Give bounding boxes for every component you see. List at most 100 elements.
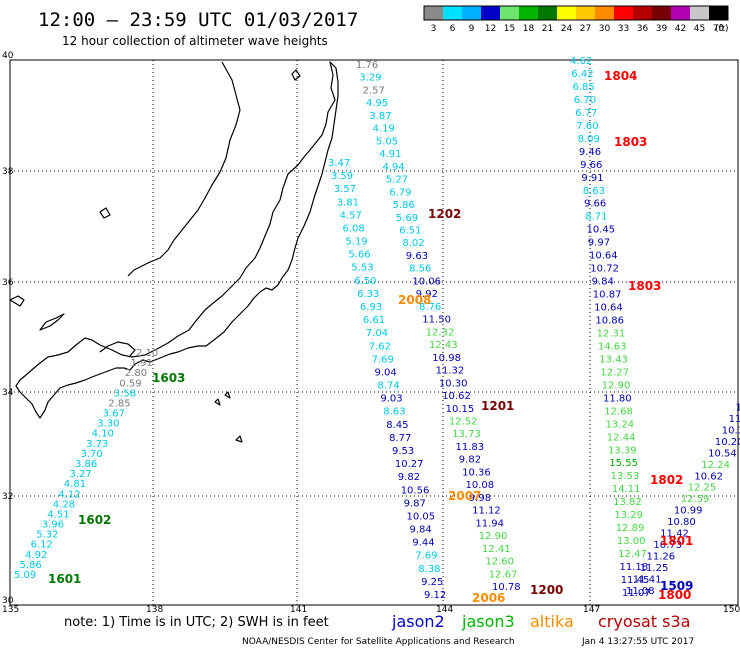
wave-height-value: 11.08 [626,586,655,597]
pass-time-label: 1800 [658,588,691,602]
wave-height-value: 8.38 [418,564,440,575]
map-subtitle: 12 hour collection of altimeter wave hei… [62,34,328,48]
wave-height-value: 8.71 [585,212,607,223]
wave-height-value: 12.44 [607,432,636,443]
wave-height-value: 5.86 [20,560,42,571]
colorbar-swatch [614,6,633,20]
colorbar-tick-label: 33 [618,24,629,34]
wave-height-value: 5.66 [348,250,370,261]
wave-height-value: 3.29 [359,73,381,84]
pass-time-label: 1802 [650,473,683,487]
wave-height-value: 12.60 [485,557,514,568]
wave-height-value: 9.87 [404,498,426,509]
wave-height-value: 9.91 [581,173,603,184]
wave-height-value: 9.63 [406,251,428,262]
wave-height-value: 9.53 [392,446,414,457]
wave-height-value: 6.93 [360,302,382,313]
wave-height-value: 9.12 [424,590,446,601]
wave-height-value: 14.11 [612,484,641,495]
pass-time-label: 1603 [152,371,185,385]
wave-height-value: 3.58 [114,388,136,399]
footer-timestamp: Jan 4 13:27:55 UTC 2017 [581,637,694,647]
wave-height-value: 6.70 [574,95,596,106]
pass-time-label: 1803 [614,135,647,149]
wave-height-value: 10.87 [593,290,622,301]
wave-height-value: 5.86 [393,200,415,211]
wave-height-value: 4.51 [47,510,69,521]
wave-height-value: 7.62 [369,341,391,352]
wave-height-value: 10.62 [442,391,471,402]
wave-height-value: 3.67 [103,409,125,420]
wave-height-value: 2.85 [108,399,130,410]
wave-height-value: 3.59 [331,171,353,182]
wave-height-value: 10.62 [694,471,723,482]
wave-height-value: 11.26 [647,552,676,563]
lon-label: 135 [2,605,19,615]
wave-height-value: 8.63 [383,407,405,418]
pass-time-label: 2007 [448,489,481,503]
wave-height-value: 10.30 [439,378,468,389]
wave-height-value: 4.81 [64,479,86,490]
wave-height-value: 12.90 [479,531,508,542]
wave-height-value: 3.86 [75,459,97,470]
wave-height-value: 10.20 [715,437,740,448]
wave-height-value: 6.33 [357,289,379,300]
wave-height-value: 12.41 [482,544,511,555]
wave-height-value: 8.02 [402,238,424,249]
wave-height-value: 3.27 [70,469,92,480]
wave-height-value: 9.04 [375,368,397,379]
colorbar-tick-label: 3 [431,24,437,34]
pass-time-label: 1602 [78,513,111,527]
wave-height-value: 7.60 [576,121,598,132]
pass-time-label: 2008 [398,293,431,307]
wave-height-value: 10.37 [722,425,740,436]
wave-height-value: 6.85 [573,82,595,93]
pass-time-label: 1803 [628,279,661,293]
wave-height-value: 3.30 [97,419,119,430]
colorbar-swatch [576,6,595,20]
lat-label: 32 [2,492,13,502]
wave-height-value: 5.32 [36,530,58,541]
wave-height-value: 6.42 [571,69,593,80]
wave-height-value: 2.80 [125,368,147,379]
wave-height-value: 7.04 [366,328,388,339]
wave-height-value: 9.84 [410,525,432,536]
wave-height-value: 11.32 [436,366,465,377]
wave-height-value: 6.50 [354,276,376,287]
wave-height-value: 10.54 [708,448,737,459]
wave-height-value: 10.99 [674,506,703,517]
wave-height-value: 12.52 [449,417,478,428]
lon-label: 150 [723,605,740,615]
wave-height-value: 10.27 [395,459,424,470]
colorbar-tick-label: 15 [504,24,515,34]
wave-height-value: 6.61 [363,315,385,326]
wave-height-value: 5.09 [14,570,36,581]
japan-coastline [10,62,338,442]
wave-height-value: 13.24 [606,419,635,430]
wave-height-value: 8.63 [583,186,605,197]
colorbar-swatch [595,6,614,20]
wave-height-value: 9.82 [459,455,481,466]
wave-height-value: 6.51 [399,226,421,237]
wave-height-value: 3.70 [81,449,103,460]
wave-height-value: 4.95 [366,98,388,109]
wave-height-value: 7.69 [415,551,437,562]
lon-label: 138 [146,605,163,615]
colorbar-tick-label: 27 [580,24,591,34]
colorbar-unit: (ft) [715,24,729,34]
wave-height-value: 4.57 [340,210,362,221]
colorbar-tick-label: 39 [656,24,668,34]
wave-height-value: 10.64 [589,251,618,262]
pass-time-label: 2006 [472,591,505,605]
wave-height-value: 11.80 [603,393,632,404]
wave-height-value: 3.73 [86,439,108,450]
lat-label: 38 [2,167,14,177]
colorbar-tick-label: 36 [637,24,649,34]
colorbar-swatch [652,6,671,20]
wave-height-value: 12.59 [681,494,710,505]
colorbar-tick-label: 18 [523,24,535,34]
pass-time-label: 1202 [428,207,461,221]
